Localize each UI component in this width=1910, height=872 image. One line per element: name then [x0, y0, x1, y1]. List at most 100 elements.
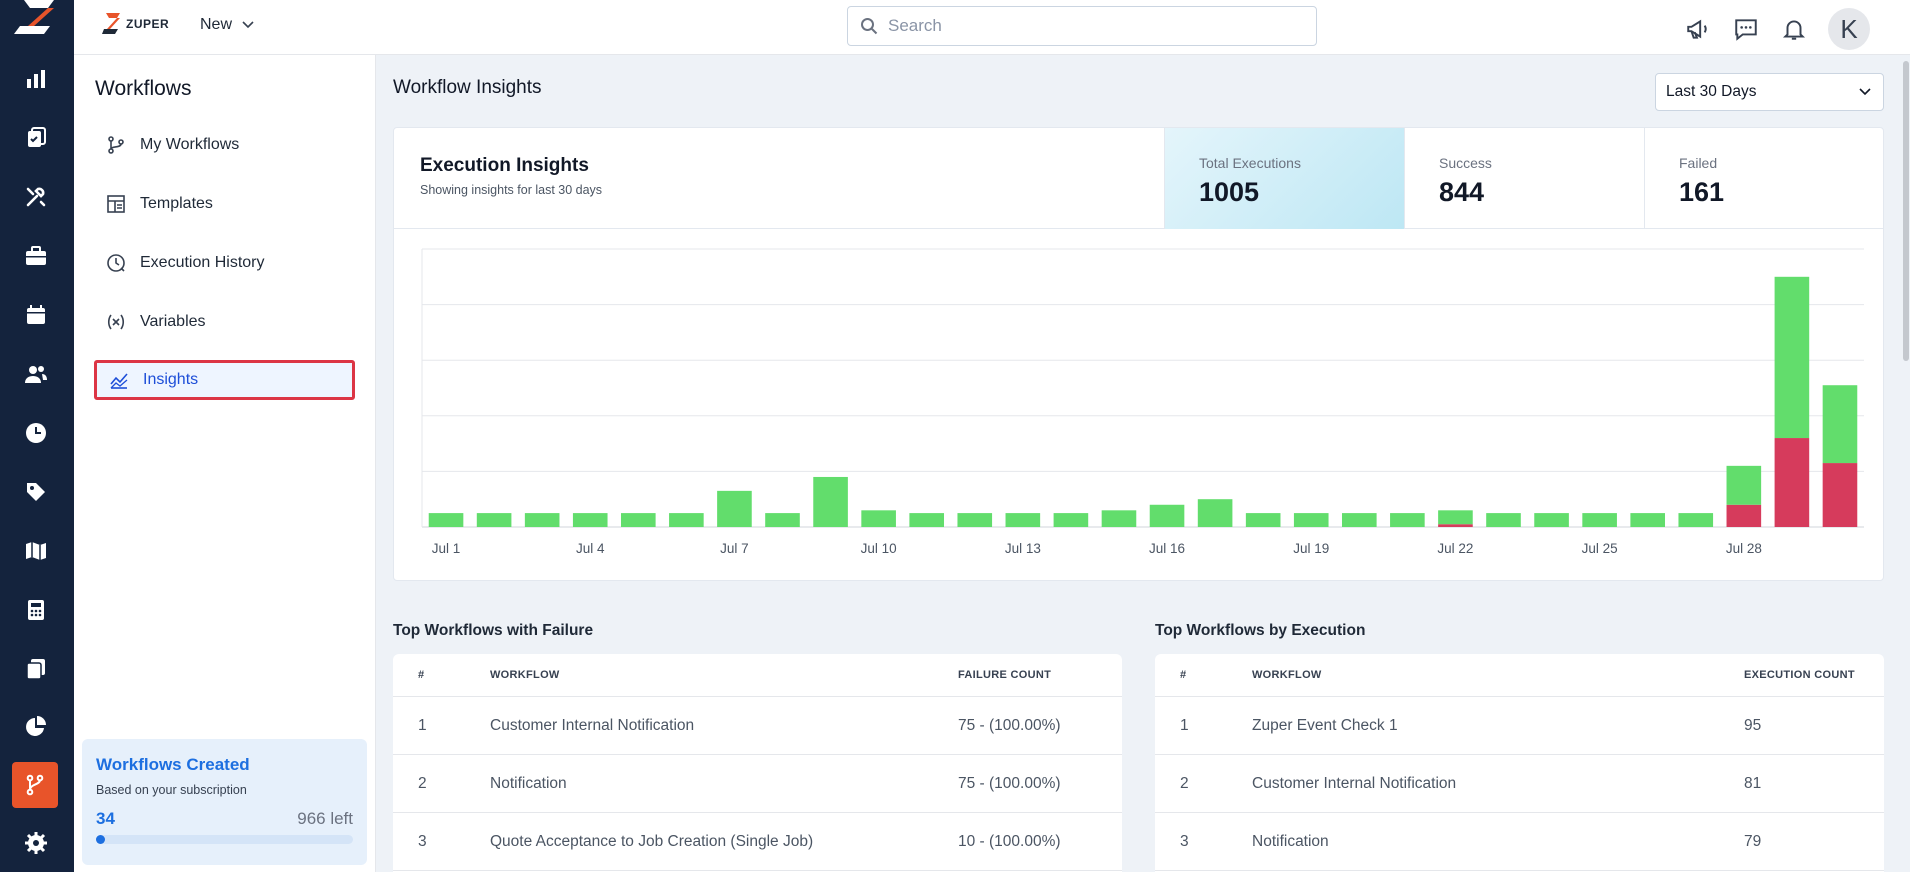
x-tick-label: Jul 7	[720, 541, 749, 556]
bar-success	[1726, 465, 1762, 505]
calendar-icon[interactable]	[21, 300, 51, 330]
briefcase-icon[interactable]	[21, 241, 51, 271]
tag-icon[interactable]	[21, 477, 51, 507]
avatar[interactable]: K	[1828, 8, 1870, 50]
zuper-logo-icon[interactable]	[14, 0, 60, 34]
table-row[interactable]: 1 Zuper Event Check 1 95	[1155, 697, 1884, 755]
row-count: 81	[1744, 774, 1762, 792]
chevron-down-icon	[242, 21, 254, 29]
sidebar-item-templates[interactable]: Templates	[94, 184, 355, 224]
megaphone-icon[interactable]	[1684, 15, 1712, 43]
execution-insights-card: Execution Insights Showing insights for …	[393, 127, 1884, 581]
settings-icon[interactable]	[21, 828, 51, 858]
insights-title: Execution Insights	[420, 155, 589, 176]
bar-success	[1630, 513, 1666, 527]
failure-table: # WORKFLOW FAILURE COUNT 1 Customer Inte…	[393, 654, 1122, 872]
row-index: 1	[1180, 716, 1189, 734]
stat-value: 1005	[1199, 177, 1260, 207]
table-row[interactable]: 3 Notification 79	[1155, 813, 1884, 871]
bar-failed	[1822, 463, 1858, 527]
bar-success	[765, 513, 800, 527]
scrollbar-thumb[interactable]	[1903, 61, 1909, 361]
row-index: 1	[418, 716, 427, 734]
workflows-sidebar: Workflows My Workflows Templates Executi…	[74, 55, 376, 872]
stat-success[interactable]: Success 844	[1404, 128, 1644, 229]
execution-table: # WORKFLOW EXECUTION COUNT 1 Zuper Event…	[1155, 654, 1884, 872]
insights-subtitle: Showing insights for last 30 days	[420, 183, 603, 197]
bar-success	[813, 476, 848, 527]
bar-failed	[1438, 524, 1473, 527]
row-count: 75 - (100.00%)	[958, 716, 1061, 734]
x-tick-label: Jul 13	[1005, 541, 1041, 556]
bar-success	[1197, 499, 1233, 527]
search-input[interactable]	[888, 16, 1288, 36]
bar-success	[861, 510, 896, 527]
chat-icon[interactable]	[1732, 15, 1760, 43]
row-index: 2	[1180, 774, 1189, 792]
bar-success	[669, 513, 704, 527]
sidebar-item-insights[interactable]: Insights	[94, 360, 355, 400]
workflow-quota-card: Workflows Created Based on your subscrip…	[82, 739, 367, 865]
bar-success	[1822, 385, 1858, 464]
zuper-brand-icon	[102, 13, 120, 34]
bar-success	[1245, 513, 1281, 527]
x-tick-label: Jul 4	[576, 541, 605, 556]
sidebar-item-label: My Workflows	[140, 136, 240, 153]
dashboard-icon[interactable]	[21, 64, 51, 94]
insights-chart-icon	[110, 373, 128, 389]
sidebar-item-execution-history[interactable]: Execution History	[94, 243, 355, 283]
chevron-down-icon	[1859, 88, 1871, 96]
x-tick-label: Jul 25	[1582, 541, 1618, 556]
sidebar-item-label: Variables	[140, 313, 206, 330]
quota-title: Workflows Created	[96, 755, 250, 774]
page-scrollbar[interactable]	[1902, 55, 1910, 361]
bar-success	[1582, 513, 1617, 527]
column-header: WORKFLOW	[1252, 669, 1322, 681]
pie-chart-icon[interactable]	[21, 712, 51, 742]
sidebar-item-variables[interactable]: Variables	[94, 302, 355, 342]
column-header: #	[1180, 669, 1187, 681]
bell-icon[interactable]	[1780, 15, 1808, 43]
stat-total-executions[interactable]: Total Executions 1005	[1164, 128, 1404, 229]
row-workflow: Zuper Event Check 1	[1252, 716, 1398, 734]
table-row[interactable]: 1 Customer Internal Notification 75 - (1…	[393, 697, 1122, 755]
calculator-icon[interactable]	[21, 595, 51, 625]
history-clock-icon	[107, 254, 125, 272]
quota-used: 34	[96, 809, 115, 828]
date-range-value: Last 30 Days	[1666, 83, 1757, 100]
workflow-branch-icon	[108, 136, 124, 154]
row-index: 2	[418, 774, 427, 792]
sidebar-item-label: Execution History	[140, 254, 265, 271]
date-range-select[interactable]: Last 30 Days	[1655, 73, 1884, 111]
row-workflow: Notification	[1252, 832, 1329, 850]
bar-success	[524, 513, 560, 527]
brand-logo[interactable]: ZUPER	[102, 13, 169, 35]
table-header: # WORKFLOW EXECUTION COUNT	[1155, 654, 1884, 697]
column-header: #	[418, 669, 425, 681]
clock-icon[interactable]	[21, 418, 51, 448]
workflow-icon[interactable]	[12, 762, 58, 808]
table-row[interactable]: 2 Notification 75 - (100.00%)	[393, 755, 1122, 813]
app-rail	[0, 0, 74, 872]
users-icon[interactable]	[21, 359, 51, 389]
row-count: 75 - (100.00%)	[958, 774, 1061, 792]
clipboard-icon[interactable]	[21, 123, 51, 153]
table-row[interactable]: 2 Customer Internal Notification 81	[1155, 755, 1884, 813]
documents-icon[interactable]	[21, 654, 51, 684]
table-row[interactable]: 3 Quote Acceptance to Job Creation (Sing…	[393, 813, 1122, 871]
row-index: 3	[418, 832, 427, 850]
map-icon[interactable]	[21, 536, 51, 566]
new-menu-button[interactable]: New	[200, 16, 254, 34]
failure-table-title: Top Workflows with Failure	[393, 622, 594, 639]
top-bar: ZUPER New K	[74, 0, 1910, 55]
stat-label: Failed	[1679, 155, 1718, 171]
search-box[interactable]	[847, 6, 1317, 46]
sidebar-item-my-workflows[interactable]: My Workflows	[94, 125, 355, 165]
new-menu-label: New	[200, 16, 233, 33]
bar-success	[717, 490, 752, 527]
bar-failed	[1726, 504, 1762, 527]
template-icon	[107, 195, 125, 213]
row-index: 3	[1180, 832, 1189, 850]
stat-failed[interactable]: Failed 161	[1644, 128, 1883, 229]
tools-icon[interactable]	[21, 182, 51, 212]
